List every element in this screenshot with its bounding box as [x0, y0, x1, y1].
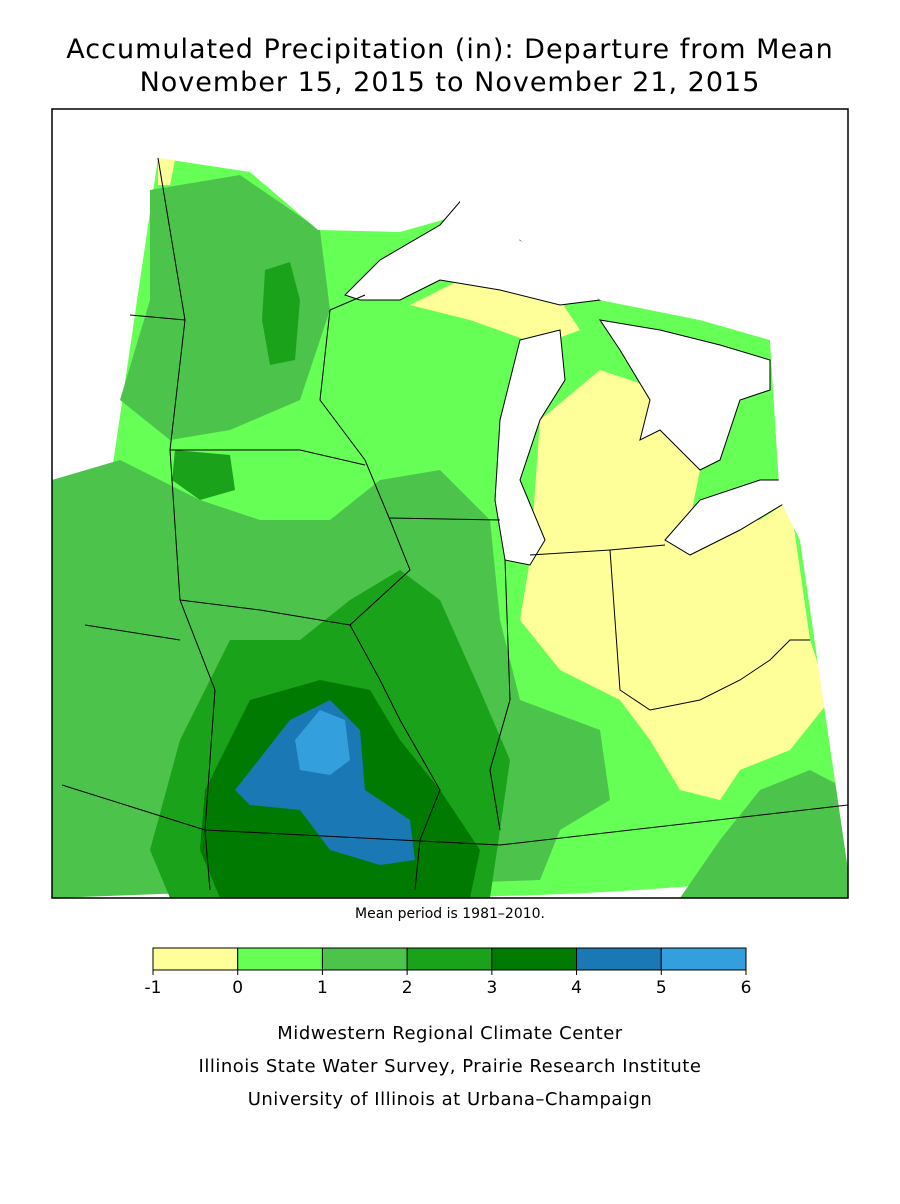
legend-tick-label: 3	[486, 978, 497, 998]
title-line: November 15, 2015 to November 21, 2015	[140, 67, 761, 98]
legend: -1 0 1 2 3 4 5 6	[145, 947, 752, 998]
legend-tick-label: 0	[232, 978, 243, 998]
credit: Illinois State Water Survey, Prairie Res…	[199, 1056, 702, 1077]
legend-tick-label: 5	[656, 978, 667, 998]
legend-tick-label: 6	[741, 978, 752, 998]
legend-swatch	[406, 947, 493, 971]
credit: Midwestern Regional Climate Center	[277, 1023, 623, 1044]
legend-swatch	[660, 947, 747, 971]
legend-swatch	[491, 947, 578, 971]
legend-tick-label: 1	[317, 978, 328, 998]
legend-tick-label: 4	[571, 978, 582, 998]
legend-swatch	[576, 947, 662, 971]
note: Mean period is 1981–2010.	[355, 906, 545, 922]
map-frame	[51, 108, 849, 899]
legend-tick-label: -1	[145, 978, 162, 998]
legend-tick-label: 2	[402, 978, 413, 998]
map	[51, 108, 849, 899]
legend-swatch	[152, 947, 239, 971]
legend-swatch	[237, 947, 323, 971]
title-line: Accumulated Precipitation (in): Departur…	[66, 34, 833, 65]
credit: University of Illinois at Urbana–Champai…	[248, 1089, 653, 1110]
legend-swatch	[321, 947, 408, 971]
